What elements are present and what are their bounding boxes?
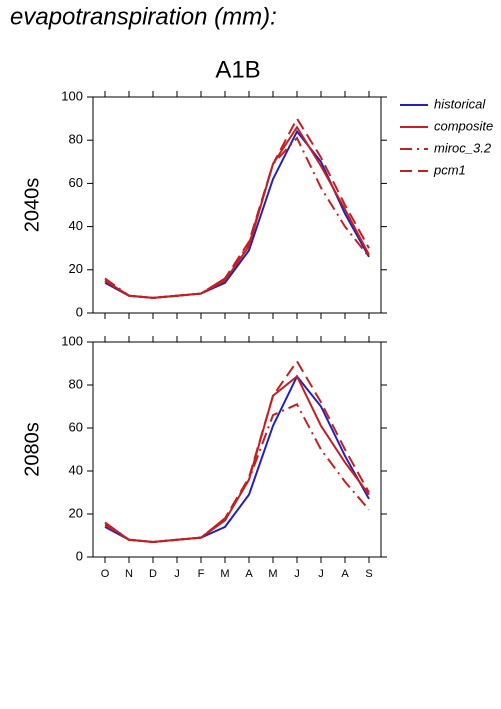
series-line	[104, 129, 370, 299]
plot-frame	[92, 96, 382, 314]
x-tick-label: J	[294, 568, 300, 580]
x-tick-label: J	[174, 568, 180, 580]
y-tick-label: 20	[69, 261, 83, 276]
series-line	[104, 116, 370, 299]
y-tick-label: 40	[69, 462, 83, 477]
y-tick-label: 100	[61, 88, 83, 103]
y-tick-label: 60	[69, 419, 83, 434]
y-tick-label: 20	[69, 505, 83, 520]
x-tick-label: N	[125, 568, 133, 580]
y-tick-label: 0	[76, 304, 83, 319]
y-axis-label: 2080s	[21, 422, 43, 477]
x-tick-label: J	[318, 568, 324, 580]
x-tick-label: A	[245, 568, 253, 580]
series-line	[104, 125, 370, 299]
series-line	[104, 359, 370, 543]
chart-title: evapotranspiration (mm):	[10, 3, 277, 30]
y-tick-label: 60	[69, 175, 83, 190]
x-tick-label: M	[220, 568, 229, 580]
y-tick-label: 80	[69, 376, 83, 391]
x-tick-label: O	[101, 568, 110, 580]
x-tick-label: F	[198, 568, 205, 580]
y-tick-label: 40	[69, 218, 83, 233]
x-tick-label: M	[268, 568, 277, 580]
legend-label: composite	[434, 118, 493, 133]
y-tick-label: 0	[76, 548, 83, 563]
y-tick-label: 80	[69, 132, 83, 147]
plot-frame	[92, 341, 382, 558]
series-line	[104, 136, 370, 299]
legend-label: miroc_3.2	[434, 140, 492, 155]
chart-subtitle: A1B	[215, 56, 260, 83]
x-tick-label: A	[341, 568, 349, 580]
y-tick-label: 100	[61, 333, 83, 348]
x-tick-label: D	[149, 568, 157, 580]
legend-label: pcm1	[433, 162, 466, 177]
y-axis-label: 2040s	[21, 178, 43, 233]
x-tick-label: S	[365, 568, 372, 580]
legend-label: historical	[434, 96, 486, 111]
